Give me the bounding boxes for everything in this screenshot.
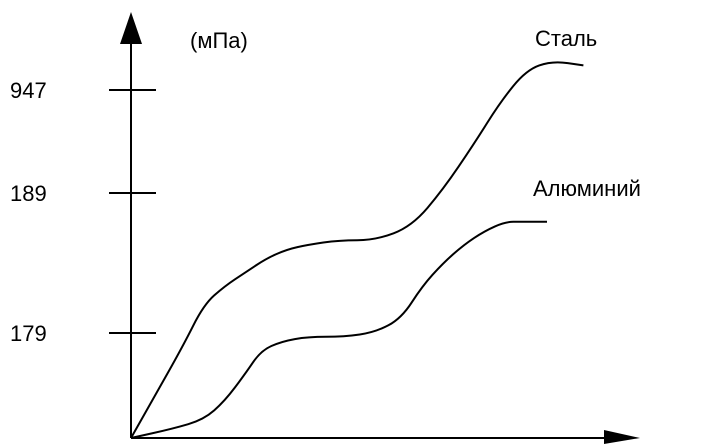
y-tick-label: 179	[10, 321, 47, 346]
y-tick-179: 179	[10, 321, 156, 346]
series-label-aluminium: Алюминий	[533, 176, 641, 201]
y-tick-label: 947	[10, 78, 47, 103]
y-axis-arrow	[120, 12, 142, 44]
series-steel-line	[130, 61, 584, 439]
y-tick-label: 189	[10, 181, 47, 206]
series-layer	[130, 61, 584, 439]
x-axis-arrow	[604, 430, 640, 444]
y-tick-947: 947	[10, 78, 156, 103]
axes	[120, 12, 640, 444]
y-axis-unit-label: (мПа)	[190, 28, 248, 53]
series-aluminium-line	[130, 220, 547, 439]
series-label-steel: Сталь	[535, 26, 597, 51]
y-tick-189: 189	[10, 181, 156, 206]
